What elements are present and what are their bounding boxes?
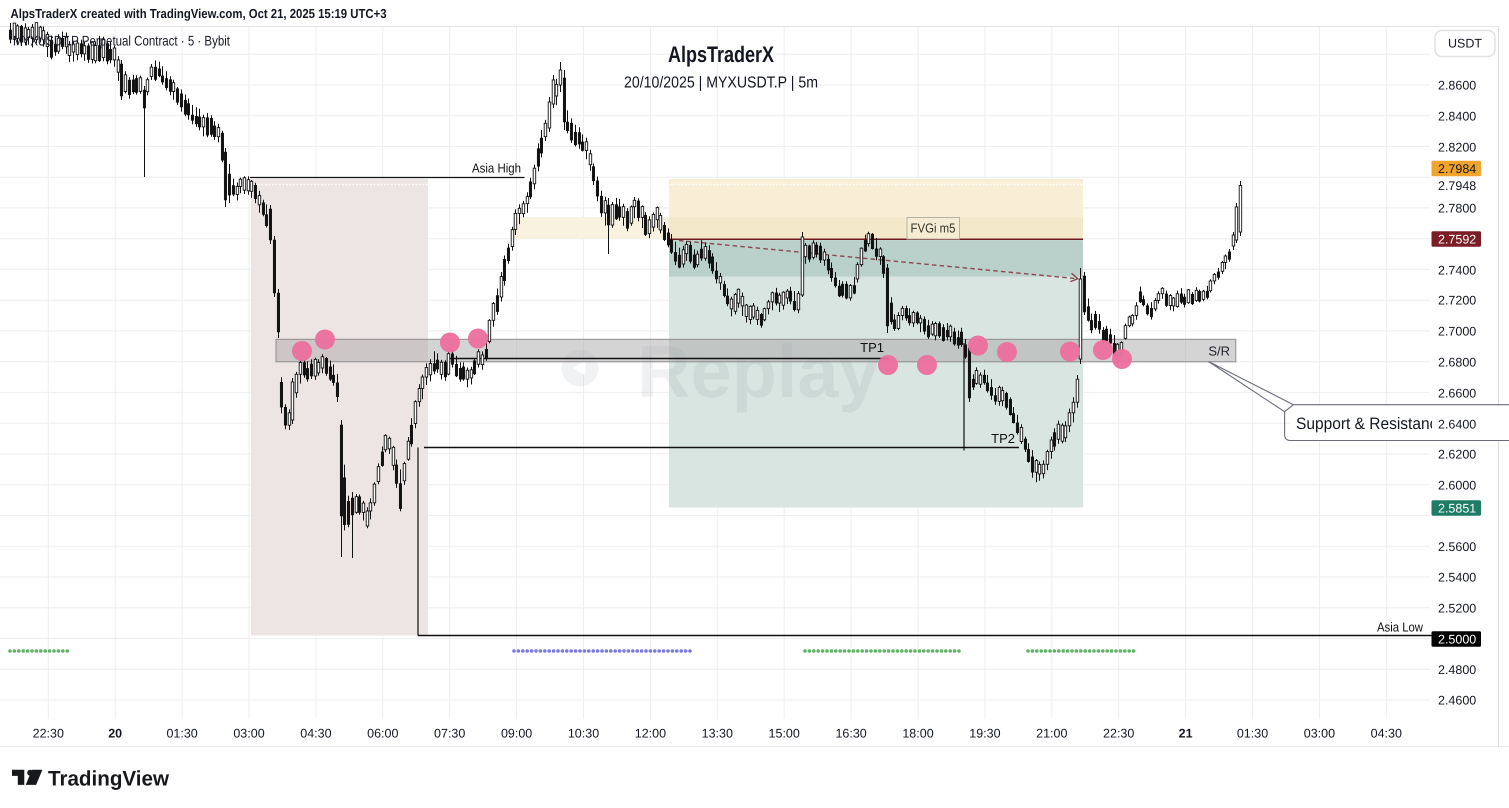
svg-text:TP2: TP2 — [991, 431, 1015, 446]
svg-text:2.5200: 2.5200 — [1438, 602, 1476, 616]
svg-text:2.8400: 2.8400 — [1438, 110, 1476, 124]
svg-text:USDT: USDT — [1448, 37, 1482, 51]
svg-text:04:30: 04:30 — [300, 727, 331, 741]
svg-text:2.6000: 2.6000 — [1438, 479, 1476, 493]
svg-text:01:30: 01:30 — [1237, 727, 1268, 741]
svg-text:2.6200: 2.6200 — [1438, 448, 1476, 462]
svg-text:2.4600: 2.4600 — [1438, 694, 1476, 708]
svg-text:TP1: TP1 — [860, 340, 884, 355]
svg-text:22:30: 22:30 — [1103, 727, 1134, 741]
svg-text:2.5851: 2.5851 — [1438, 502, 1476, 516]
svg-text:2.8600: 2.8600 — [1438, 79, 1476, 93]
svg-text:07:30: 07:30 — [434, 727, 465, 741]
svg-text:10:30: 10:30 — [568, 727, 599, 741]
svg-text:2.5400: 2.5400 — [1438, 571, 1476, 585]
svg-text:Replay: Replay — [637, 330, 880, 413]
svg-text:03:00: 03:00 — [233, 727, 264, 741]
svg-text:06:00: 06:00 — [367, 727, 398, 741]
svg-text:20: 20 — [108, 727, 122, 741]
svg-text:13:30: 13:30 — [702, 727, 733, 741]
svg-text:AlpsTraderX: AlpsTraderX — [668, 42, 774, 67]
svg-text:21:00: 21:00 — [1036, 727, 1067, 741]
svg-text:2.7984: 2.7984 — [1438, 162, 1476, 176]
svg-text:MYXUSDT.P Perpetual Contract ·: MYXUSDT.P Perpetual Contract · 5 · Bybit — [13, 33, 230, 49]
svg-text:19:30: 19:30 — [969, 727, 1000, 741]
svg-text:2.8200: 2.8200 — [1438, 141, 1476, 155]
svg-text:FVGi m5: FVGi m5 — [911, 221, 956, 236]
svg-text:AlpsTraderX created with Tradi: AlpsTraderX created with TradingView.com… — [11, 6, 387, 21]
svg-text:2.7000: 2.7000 — [1438, 325, 1476, 339]
svg-text:03:00: 03:00 — [1304, 727, 1335, 741]
svg-text:2.7948: 2.7948 — [1438, 179, 1476, 193]
svg-text:Asia Low: Asia Low — [1377, 620, 1424, 635]
svg-text:2.7800: 2.7800 — [1438, 202, 1476, 216]
svg-text:01:30: 01:30 — [166, 727, 197, 741]
svg-text:Support & Resistance: Support & Resistance — [1296, 415, 1446, 433]
svg-text:15:00: 15:00 — [769, 727, 800, 741]
svg-text:16:30: 16:30 — [835, 727, 866, 741]
svg-text:2.6600: 2.6600 — [1438, 387, 1476, 401]
svg-text:21: 21 — [1179, 727, 1193, 741]
svg-text:22:30: 22:30 — [33, 727, 64, 741]
svg-text:2.6800: 2.6800 — [1438, 356, 1476, 370]
svg-text:09:00: 09:00 — [501, 727, 532, 741]
svg-text:18:00: 18:00 — [902, 727, 933, 741]
svg-text:S/R: S/R — [1208, 344, 1230, 359]
svg-text:TradingView: TradingView — [48, 768, 170, 791]
svg-text:2.5600: 2.5600 — [1438, 540, 1476, 554]
svg-text:12:00: 12:00 — [635, 727, 666, 741]
svg-text:2.7592: 2.7592 — [1438, 233, 1476, 247]
svg-text:04:30: 04:30 — [1371, 727, 1402, 741]
svg-text:2.6400: 2.6400 — [1438, 418, 1476, 432]
svg-text:20/10/2025 | MYXUSDT.P | 5m: 20/10/2025 | MYXUSDT.P | 5m — [624, 75, 818, 92]
svg-text:2.7400: 2.7400 — [1438, 264, 1476, 278]
svg-text:Asia High: Asia High — [472, 161, 521, 176]
svg-text:2.4800: 2.4800 — [1438, 663, 1476, 677]
svg-text:2.7200: 2.7200 — [1438, 294, 1476, 308]
svg-text:2.5000: 2.5000 — [1438, 633, 1476, 647]
